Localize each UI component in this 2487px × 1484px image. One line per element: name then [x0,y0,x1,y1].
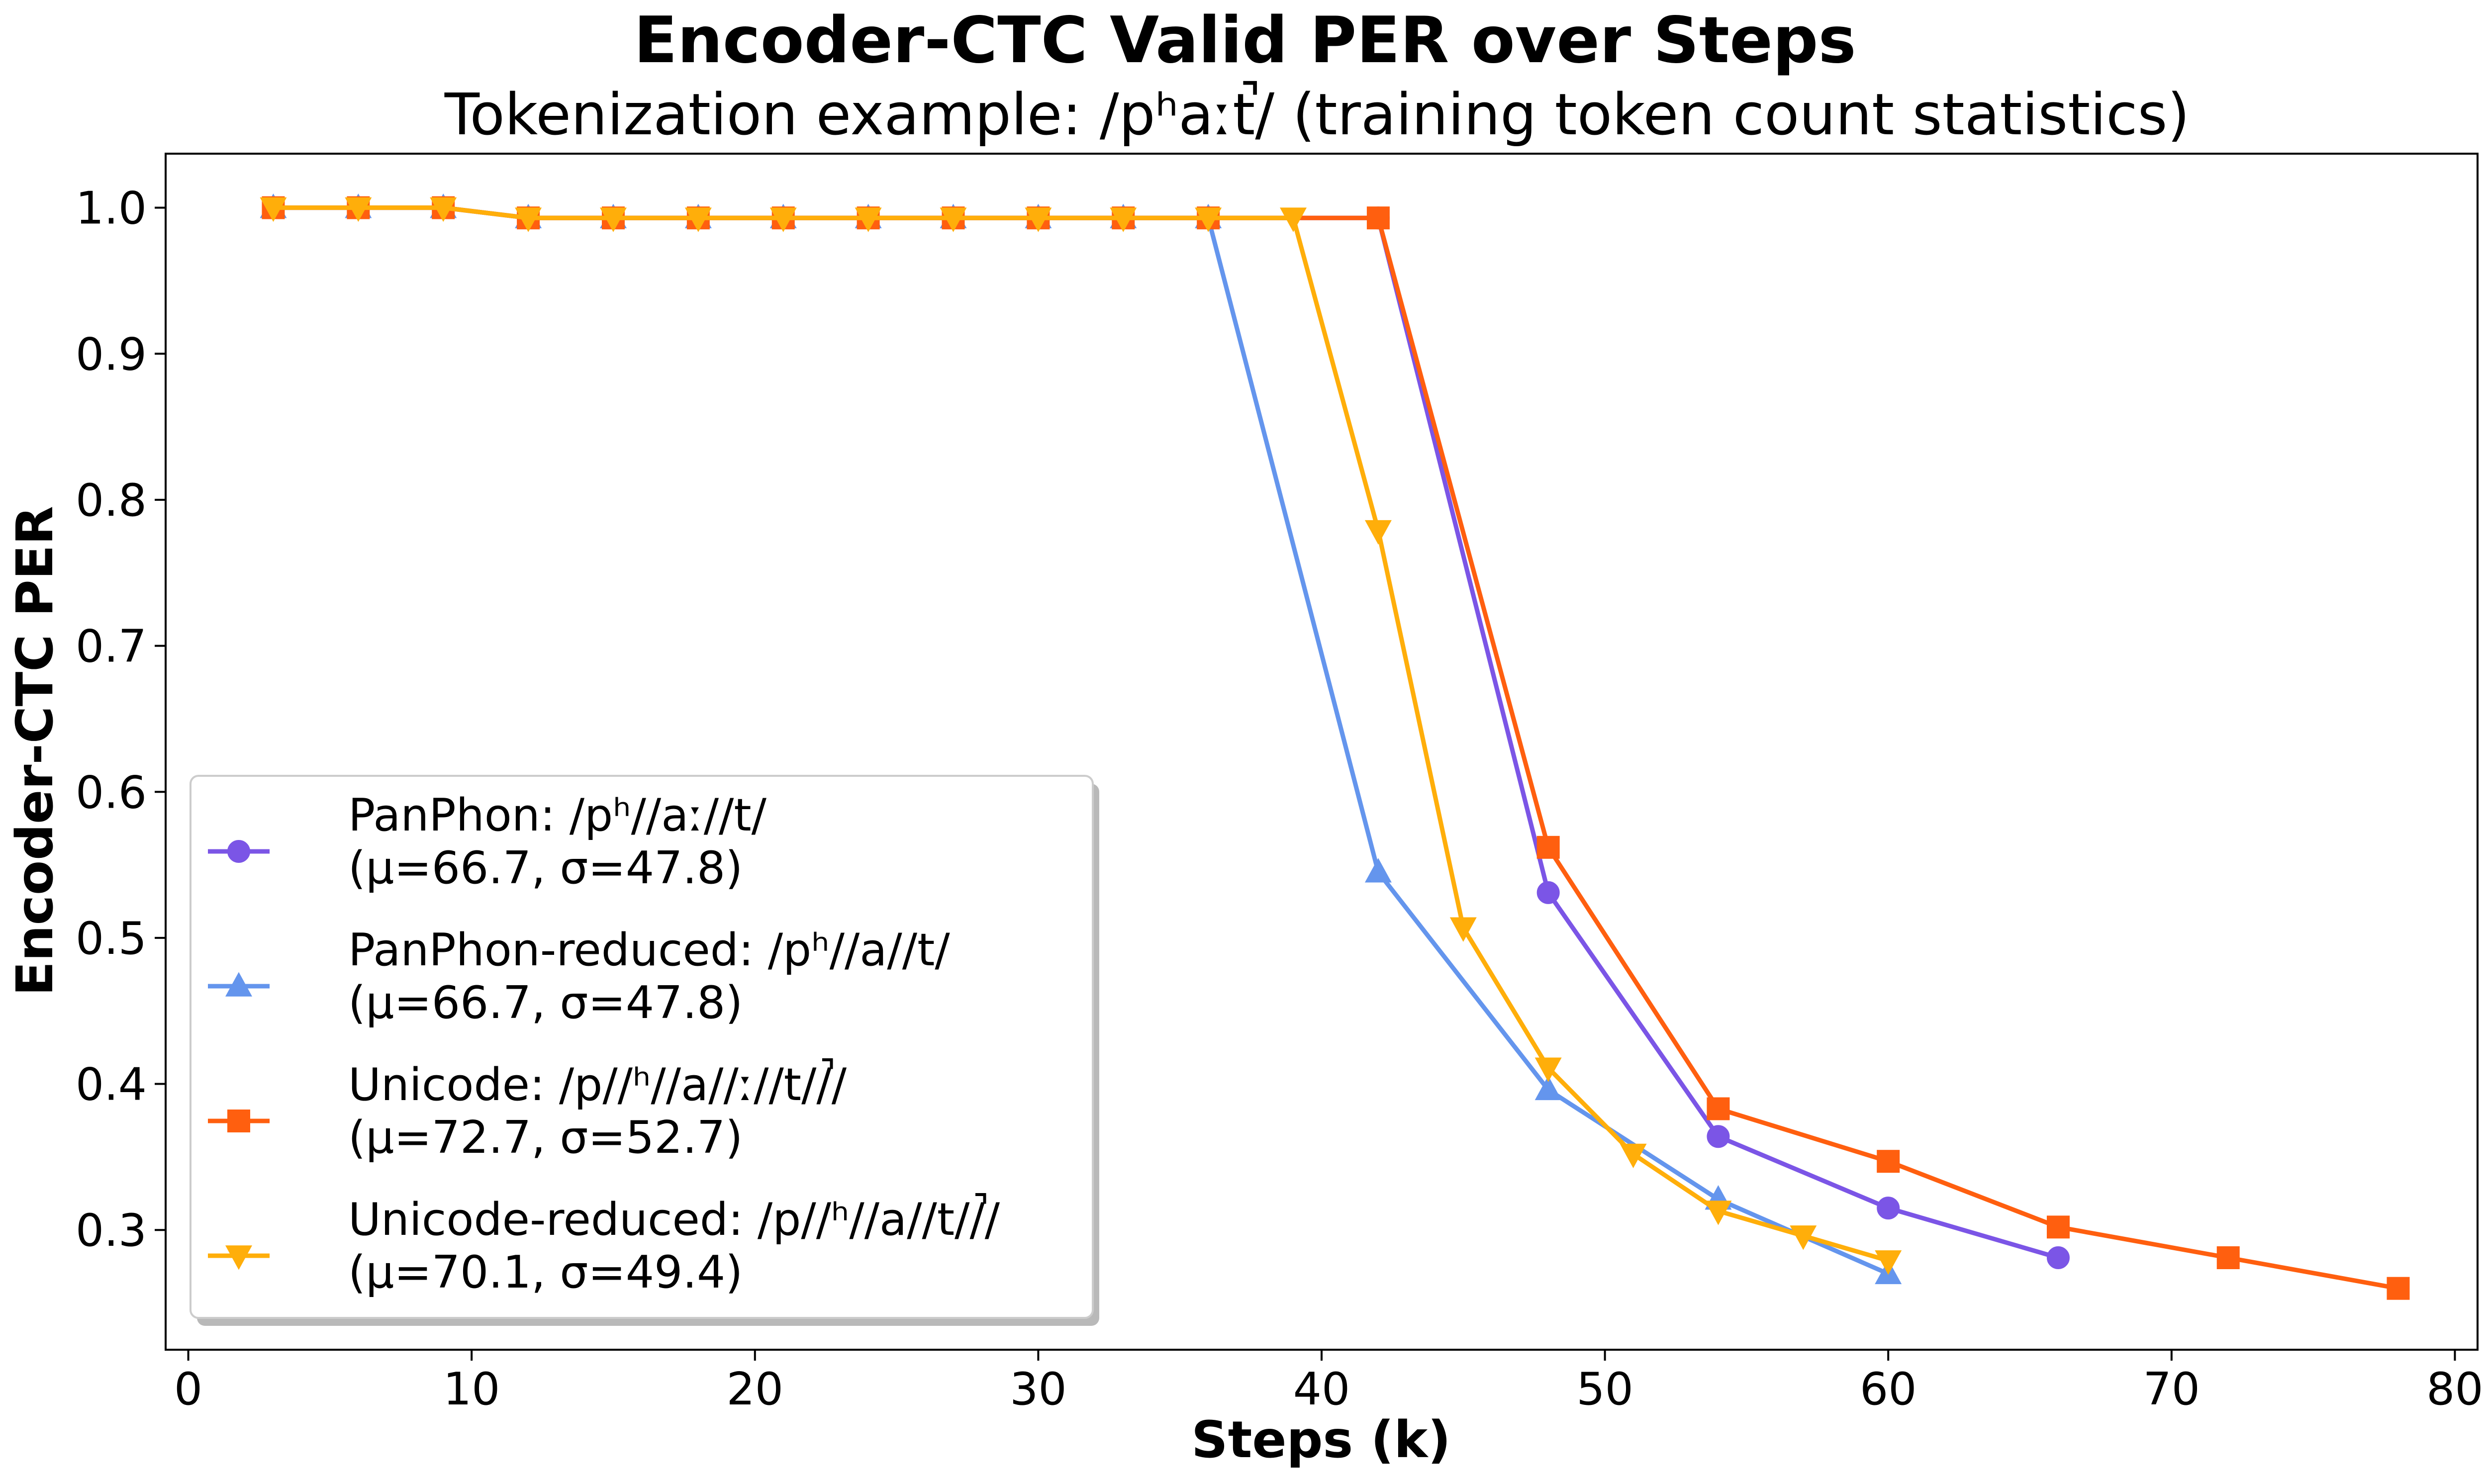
data-point [2387,1277,2410,1300]
x-axis: 0 10 20 30 40 50 60 70 80 [174,1350,2484,1415]
legend-label: Unicode-reduced: /p//ʰ//a//t//̚/ [348,1192,1000,1246]
data-point [430,197,457,222]
x-tick-label: 10 [443,1363,500,1415]
data-point [2046,1246,2070,1269]
data-point [855,207,882,232]
y-tick-label: 0.6 [76,766,147,819]
legend-marker [225,972,252,997]
legend-box [190,775,1094,1319]
data-point [1025,207,1052,232]
legend-marker [227,840,250,863]
legend-entry: PanPhon: /pʰ//aː//t/(μ=66.7, σ=47.8) [208,789,767,894]
x-tick-label: 60 [1860,1363,1917,1415]
data-point [345,197,372,222]
data-point [1364,858,1392,883]
data-point [769,207,797,232]
data-point [1536,881,1560,904]
y-tick-label: 0.5 [76,913,147,965]
legend-marker [225,1245,252,1270]
data-point [1707,1125,1730,1148]
x-tick-label: 30 [1010,1363,1067,1415]
data-point [1536,835,1560,859]
legend-stats: (μ=70.1, σ=49.4) [348,1246,743,1298]
data-point [1705,1201,1732,1225]
data-point [260,197,287,222]
chart-title: Encoder-CTC Valid PER over Steps [634,3,1856,78]
data-point [1449,917,1477,942]
data-point [2046,1215,2070,1239]
data-point [1620,1143,1647,1168]
y-axis-label: Encoder-CTC PER [5,506,65,996]
y-tick-label: 1.0 [76,183,147,235]
data-point [1366,206,1390,230]
data-point [1790,1225,1817,1250]
x-tick-label: 20 [727,1363,784,1415]
legend-stats: (μ=72.7, σ=52.7) [348,1112,743,1164]
y-tick-label: 0.4 [76,1059,147,1111]
legend-entries: PanPhon: /pʰ//aː//t/(μ=66.7, σ=47.8)PanP… [208,789,1000,1298]
series-layer [260,193,2410,1300]
data-point [599,207,627,232]
x-axis-label: Steps (k) [1191,1410,1451,1470]
chart-subtitle: Tokenization example: /pʰaːt̚/ (training… [444,81,2190,148]
legend-label: PanPhon: /pʰ//aː//t/ [348,789,767,841]
data-point [515,207,542,232]
legend-label: PanPhon-reduced: /pʰ//a//t/ [348,924,950,976]
data-point [1280,207,1307,232]
y-tick-label: 0.3 [76,1205,147,1257]
legend-stats: (μ=66.7, σ=47.8) [348,842,743,894]
legend-label: Unicode: /p//ʰ//a//ː//t//̚/ [348,1057,847,1111]
series-line [271,205,1891,1263]
y-tick-label: 0.9 [76,328,147,380]
y-tick-label: 0.7 [76,621,147,673]
x-tick-label: 40 [1293,1363,1350,1415]
legend-marker [227,1110,250,1132]
data-point [940,207,967,232]
x-tick-label: 80 [2426,1363,2484,1415]
legend-entry: Unicode: /p//ʰ//a//ː//t//̚/(μ=72.7, σ=52… [208,1057,847,1164]
legend-entry: Unicode-reduced: /p//ʰ//a//t//̚/(μ=70.1,… [208,1192,1000,1298]
x-tick-label: 70 [2143,1363,2200,1415]
legend: PanPhon: /pʰ//aː//t/(μ=66.7, σ=47.8)PanP… [190,775,1099,1326]
data-point [684,207,712,232]
y-tick-label: 0.8 [76,474,147,527]
data-point [1534,1057,1562,1082]
data-point [1877,1197,1900,1220]
x-tick-label: 0 [174,1363,202,1415]
x-tick-label: 50 [1576,1363,1633,1415]
y-axis: 0.3 0.4 0.5 0.6 0.7 0.8 0.9 1.0 [76,183,166,1257]
data-point [1875,1250,1902,1275]
data-point [1534,1075,1562,1101]
data-point [1877,1150,1900,1173]
series-4 [260,197,1902,1275]
data-point [1364,520,1392,545]
data-point [2216,1246,2240,1269]
legend-stats: (μ=66.7, σ=47.8) [348,977,743,1029]
data-point [1195,207,1222,232]
legend-entry: PanPhon-reduced: /pʰ//a//t/(μ=66.7, σ=47… [208,924,950,1029]
data-point [1707,1097,1730,1120]
data-point [1110,207,1137,232]
